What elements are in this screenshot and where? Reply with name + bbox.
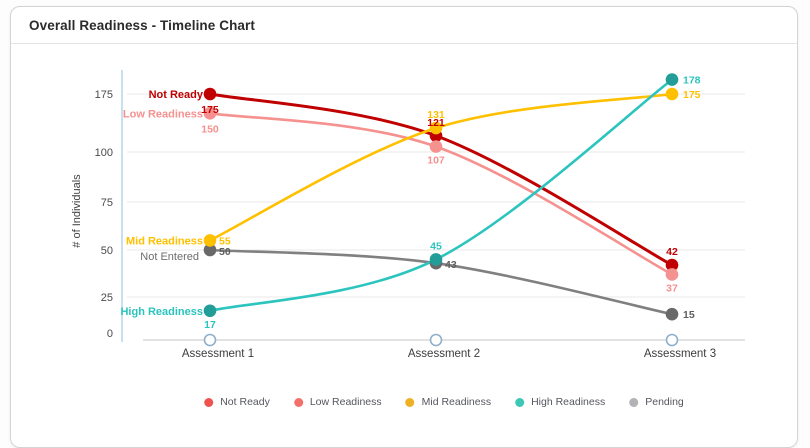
x-axis-label-2: Assessment 2 (408, 348, 480, 360)
series-label-high-readiness: High Readiness (120, 306, 203, 318)
value-label-high-readiness-3: 178 (683, 75, 701, 87)
series-label-not-ready: Not Ready (149, 89, 204, 101)
value-label-not-ready-3: 42 (666, 246, 678, 258)
data-point-not-ready-1[interactable] (203, 87, 217, 101)
page-title: Overall Readiness - Timeline Chart (29, 18, 255, 33)
series-label-mid-readiness: Mid Readiness (126, 235, 203, 247)
value-label-low-readiness-1: 150 (201, 123, 219, 135)
legend-label: Mid Readiness (421, 396, 492, 408)
legend-label: Pending (645, 396, 684, 408)
value-label-pending-1: 50 (219, 246, 231, 258)
x-axis-label-1: Assessment 1 (182, 348, 254, 360)
value-label-low-readiness-3: 37 (666, 282, 678, 294)
value-label-high-readiness-1: 17 (204, 319, 216, 331)
data-point-high-readiness-2[interactable] (429, 253, 443, 266)
data-point-mid-readiness-3[interactable] (665, 87, 679, 101)
legend-dot-icon (405, 397, 415, 407)
y-tick-label-50: 50 (101, 245, 113, 257)
series-label-low-readiness: Low Readiness (123, 108, 203, 120)
value-label-pending-2: 43 (445, 259, 457, 271)
data-point-low-readiness-2[interactable] (429, 140, 443, 153)
data-point-pending-3[interactable] (665, 307, 679, 321)
data-point-high-readiness-1[interactable] (203, 304, 217, 318)
legend-dot-icon (515, 397, 525, 407)
legend-item-pending[interactable]: Pending (629, 396, 684, 408)
data-point-high-readiness-3[interactable] (665, 73, 679, 86)
data-point-mid-readiness-2[interactable] (429, 121, 443, 135)
title-divider (11, 43, 797, 44)
y-tick-label-75: 75 (101, 197, 113, 209)
data-point-pending-1[interactable] (203, 243, 217, 257)
legend-dot-icon (204, 397, 214, 407)
y-tick-label-175: 175 (95, 89, 113, 101)
data-point-low-readiness-3[interactable] (665, 268, 679, 281)
value-label-not-ready-1: 175 (201, 104, 219, 116)
value-label-low-readiness-2: 107 (427, 155, 445, 167)
axis-marker-2[interactable] (429, 333, 443, 347)
value-label-mid-readiness-1: 55 (219, 235, 231, 247)
value-label-pending-3: 15 (683, 309, 695, 321)
axis-marker-1[interactable] (203, 333, 217, 347)
legend-dot-icon (629, 397, 639, 407)
data-point-not-ready-3[interactable] (665, 258, 679, 272)
y-tick-label-100: 100 (95, 147, 113, 159)
legend: Not Ready Low Readiness Mid Readiness High … (204, 396, 684, 408)
legend-item-low-readiness[interactable]: Low Readiness (293, 396, 382, 408)
value-label-not-ready-2: 121 (427, 117, 445, 129)
legend-item-high-readiness[interactable]: High Readiness (515, 396, 605, 408)
legend-item-mid-readiness[interactable]: Mid Readiness (405, 396, 492, 408)
x-axis-label-3: Assessment 3 (644, 348, 716, 360)
legend-label: Low Readiness (309, 396, 382, 408)
legend-label: High Readiness (531, 396, 606, 408)
y-tick-label-0: 0 (107, 328, 113, 340)
data-point-low-readiness-1[interactable] (203, 107, 217, 120)
series-label-pending: Not Entered (140, 251, 199, 263)
data-point-mid-readiness-1[interactable] (203, 234, 217, 247)
value-label-mid-readiness-2: 131 (427, 109, 445, 121)
value-label-high-readiness-2: 45 (430, 240, 442, 252)
y-tick-label-25: 25 (101, 292, 113, 304)
legend-dot-icon (293, 397, 303, 407)
value-label-mid-readiness-3: 175 (683, 89, 701, 101)
axis-marker-3[interactable] (665, 333, 679, 347)
legend-label: Not Ready (220, 396, 270, 408)
timeline-chart: 0 25 50 75 100 175 Assessment 1 Assessment 2 Ass… (95, 70, 745, 360)
legend-item-not-ready[interactable]: Not Ready (204, 396, 270, 408)
